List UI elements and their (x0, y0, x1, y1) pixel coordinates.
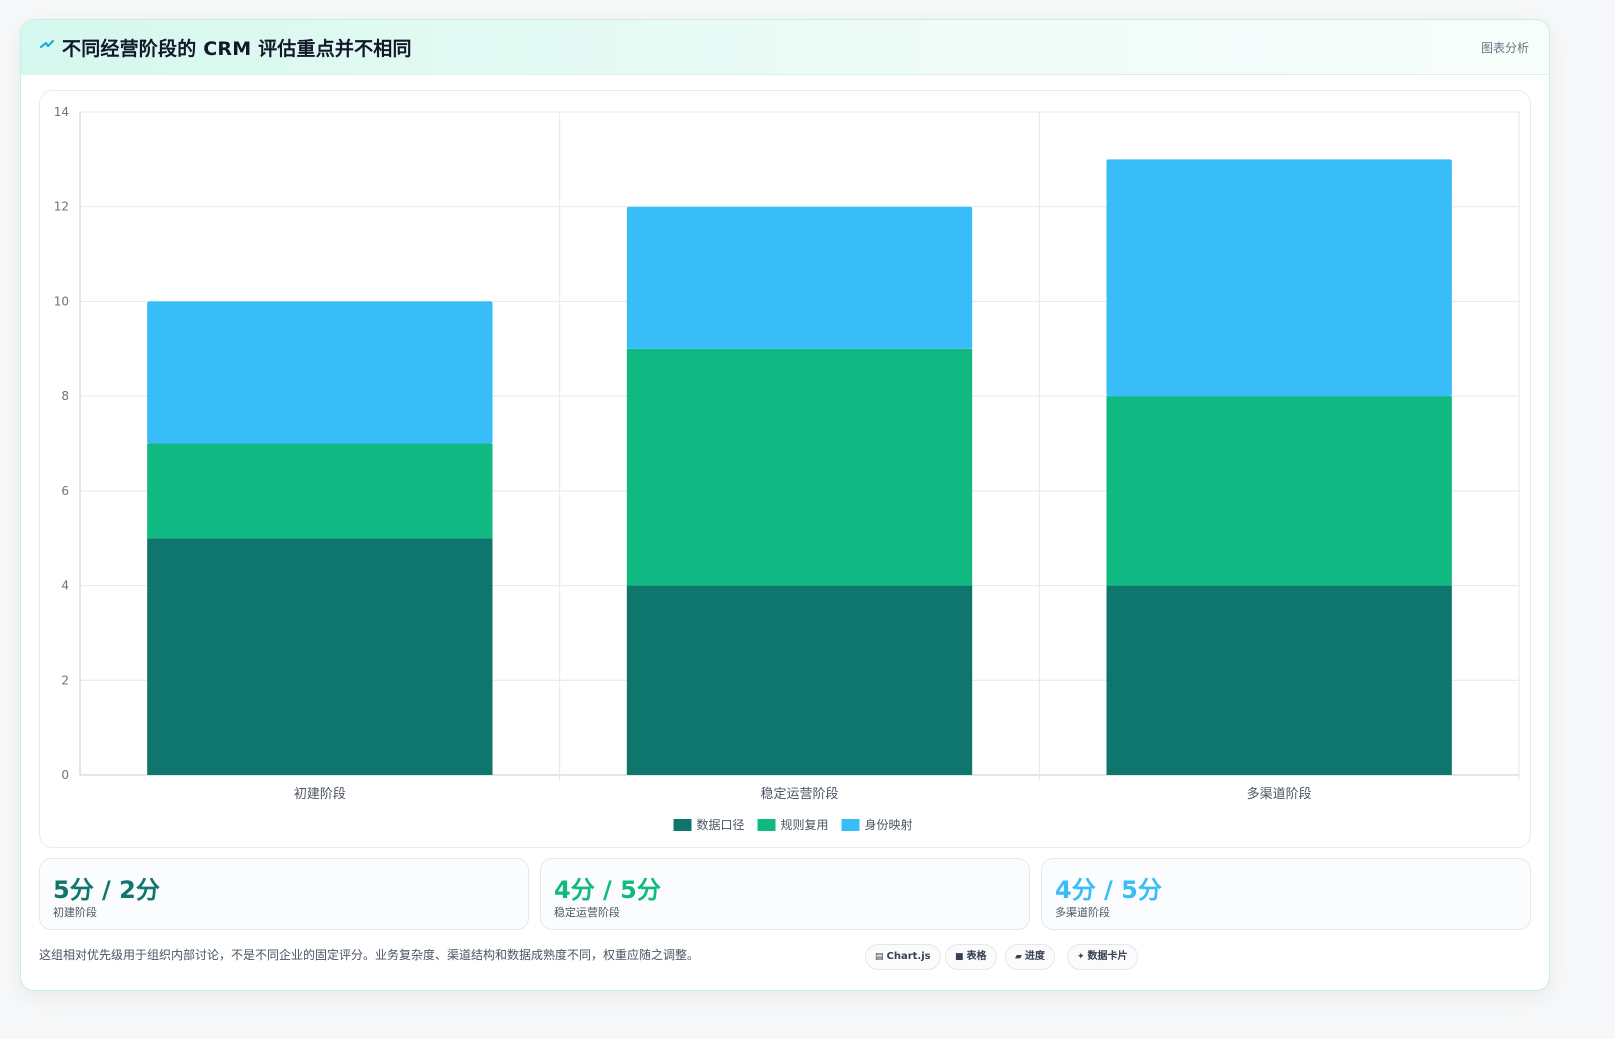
card-icon: ✦ (1077, 952, 1085, 962)
pill-progress[interactable]: ▰ 进度 (1005, 944, 1055, 970)
x-tick-label: 稳定运营阶段 (760, 786, 838, 802)
y-tick-label: 0 (61, 768, 69, 782)
page-title: 不同经营阶段的 CRM 评估重点并不相同 (62, 38, 412, 60)
legend-label-3: 身份映射 (865, 817, 913, 832)
bar-1-2 (626, 585, 973, 775)
pill-label: 进度 (1024, 951, 1045, 962)
y-tick-label: 10 (54, 294, 69, 308)
bar-2-3 (1106, 396, 1452, 586)
stat-card-multichannel: 4分 / 5分 多渠道阶段 (1041, 858, 1531, 930)
spark-icon (40, 40, 54, 48)
bar-3-3 (1106, 159, 1452, 397)
legend-label-1: 数据口径 (697, 817, 745, 832)
card-header: 不同经营阶段的 CRM 评估重点并不相同 图表分析 (21, 20, 1549, 75)
chart-container: 0 2 4 6 8 10 12 14 初建阶段 稳定运营阶段 多渠道阶段数据口径 规则复用 身份映射 (39, 90, 1531, 848)
chart-icon: ▤ (875, 952, 884, 962)
stat-value: 4分 / 5分 (554, 876, 661, 904)
stat-card-stable: 4分 / 5分 稳定运营阶段 (540, 858, 1030, 930)
pill-label: 数据卡片 (1087, 951, 1128, 962)
x-tick-label: 初建阶段 (294, 787, 346, 802)
stat-card-initial: 5分 / 2分 初建阶段 (39, 858, 529, 930)
stat-cards: 5分 / 2分 初建阶段 4分 / 5分 稳定运营阶段 4分 / 5分 多渠道阶… (39, 858, 1531, 930)
y-tick-label: 6 (61, 484, 69, 498)
bar-3-2 (626, 206, 973, 349)
y-tick-label: 12 (54, 200, 69, 214)
legend-swatch-1 (673, 819, 692, 831)
stat-value: 4分 / 5分 (1055, 876, 1162, 904)
stat-value: 5分 / 2分 (53, 876, 160, 904)
stat-label: 初建阶段 (53, 906, 97, 919)
bar-2-2 (626, 348, 973, 586)
pill-table[interactable]: ■ 表格 (945, 944, 997, 970)
y-tick-label: 8 (61, 389, 69, 403)
table-icon: ■ (955, 952, 964, 962)
progress-icon: ▰ (1015, 952, 1022, 962)
pill-label: Chart.js (886, 951, 931, 962)
y-tick-label: 2 (61, 673, 69, 687)
pill-label: 表格 (966, 951, 987, 962)
stat-label: 稳定运营阶段 (554, 906, 620, 919)
stat-label: 多渠道阶段 (1055, 906, 1110, 919)
chart-card: 不同经营阶段的 CRM 评估重点并不相同 图表分析 0 2 4 6 8 10 12 14 初建阶… (20, 19, 1550, 991)
bar-1-3 (1106, 585, 1452, 775)
pill-chartjs[interactable]: ▤ Chart.js (865, 944, 941, 970)
y-tick-label: 14 (54, 105, 69, 119)
bar-1-1 (147, 538, 493, 775)
chart-analysis-tag: 图表分析 (1480, 41, 1529, 55)
legend-swatch-2 (757, 819, 776, 831)
legend-label-2: 规则复用 (781, 817, 829, 832)
legend-swatch-3 (841, 819, 860, 831)
bar-2-1 (147, 443, 493, 539)
bar-3-1 (147, 301, 493, 444)
y-tick-label: 4 (61, 579, 69, 593)
pill-data-card[interactable]: ✦ 数据卡片 (1067, 944, 1138, 970)
x-tick-label: 多渠道阶段 (1247, 786, 1312, 802)
footnote: 这组相对优先级用于组织内部讨论，不是不同企业的固定评分。业务复杂度、渠道结构和数… (39, 948, 700, 962)
